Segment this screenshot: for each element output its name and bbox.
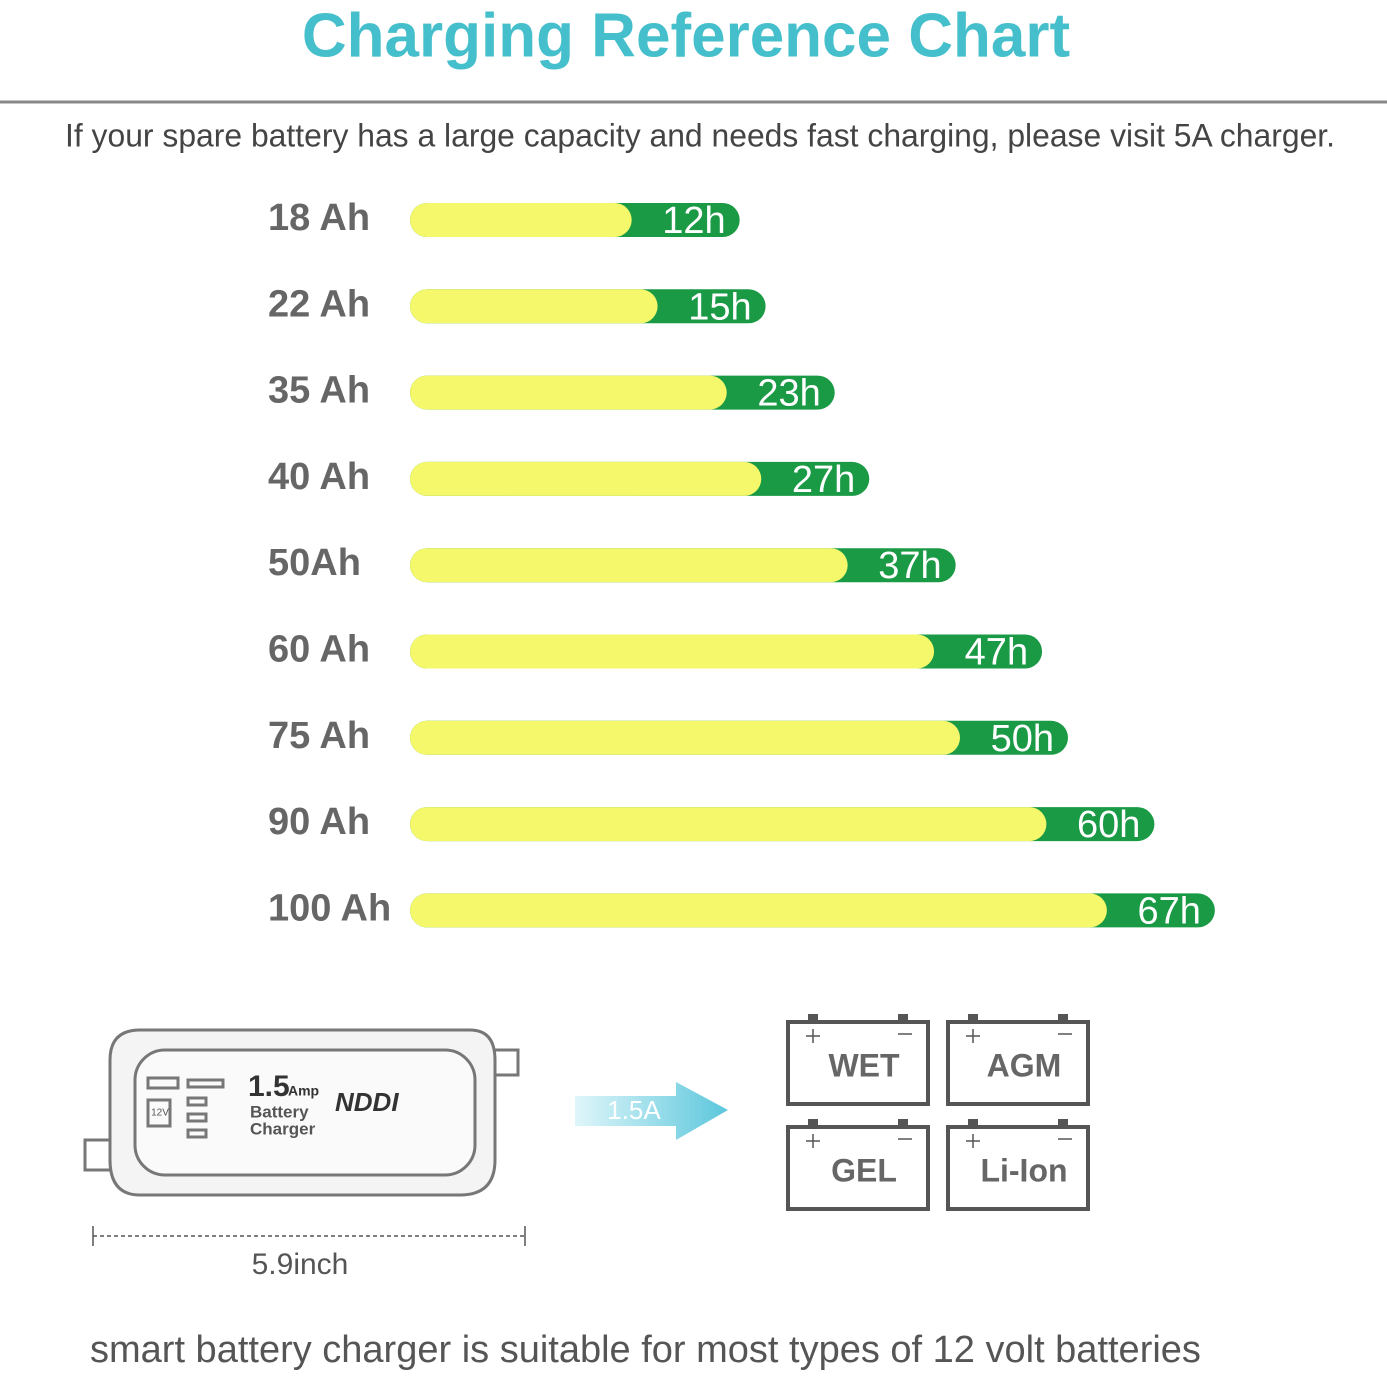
battery-terminal (1058, 1119, 1068, 1127)
category-label: 90 Ah (268, 801, 370, 843)
width-label: 5.9inch (252, 1248, 349, 1281)
charger-amp: 1.5 (248, 1070, 290, 1103)
bar-highlight (410, 893, 1107, 928)
subtitle: If your spare battery has a large capaci… (65, 117, 1335, 153)
battery-type: WET (828, 1047, 900, 1083)
charger-line2: Charger (250, 1119, 316, 1138)
battery-terminal (808, 1119, 818, 1127)
value-label: 27h (792, 459, 855, 501)
battery-plus (966, 1134, 980, 1148)
battery-terminal (898, 1014, 908, 1022)
category-label: 22 Ah (268, 283, 370, 325)
value-label: 47h (965, 632, 1028, 674)
charger-amp-unit: Amp (288, 1083, 319, 1099)
battery-terminal (968, 1014, 978, 1022)
bar-highlight (410, 634, 935, 669)
charger-line1: Battery (250, 1102, 309, 1121)
category-label: 50Ah (268, 542, 361, 584)
category-label: 40 Ah (268, 456, 370, 498)
category-label: 75 Ah (268, 715, 370, 757)
title: Charging Reference Chart (302, 1, 1070, 70)
bar-highlight (410, 720, 960, 755)
charger-image (83, 1028, 520, 1197)
value-label: 37h (878, 545, 941, 587)
category-label: 100 Ah (268, 887, 391, 929)
battery-type: Li-Ion (980, 1152, 1067, 1188)
charger-voltage: 12V (151, 1108, 169, 1119)
battery-plus (966, 1029, 980, 1043)
bar-highlight (410, 807, 1047, 842)
value-label: 23h (757, 373, 820, 415)
category-label: 18 Ah (268, 197, 370, 239)
value-label: 50h (991, 718, 1054, 760)
battery-type: GEL (831, 1152, 897, 1188)
battery-terminal (968, 1119, 978, 1127)
battery-terminal (808, 1014, 818, 1022)
bar-highlight (410, 289, 658, 324)
battery-terminal (1058, 1014, 1068, 1022)
battery-plus (806, 1134, 820, 1148)
battery-plus (806, 1029, 820, 1043)
battery-type: AGM (987, 1047, 1062, 1083)
value-label: 67h (1137, 890, 1200, 932)
footer: smart battery charger is suitable for mo… (90, 1329, 1201, 1371)
value-label: 15h (688, 286, 751, 328)
arrow (575, 1082, 728, 1140)
category-label: 60 Ah (268, 629, 370, 671)
bar-highlight (410, 548, 848, 583)
arrow-label: 1.5A (607, 1095, 661, 1125)
battery-terminal (898, 1119, 908, 1127)
bar-highlight (410, 203, 632, 237)
bar-highlight (410, 375, 727, 410)
value-label: 60h (1077, 804, 1140, 846)
value-label: 12h (662, 200, 725, 242)
charger-brand: NDDI (335, 1087, 399, 1117)
bar-highlight (410, 461, 762, 496)
category-label: 35 Ah (268, 370, 370, 412)
